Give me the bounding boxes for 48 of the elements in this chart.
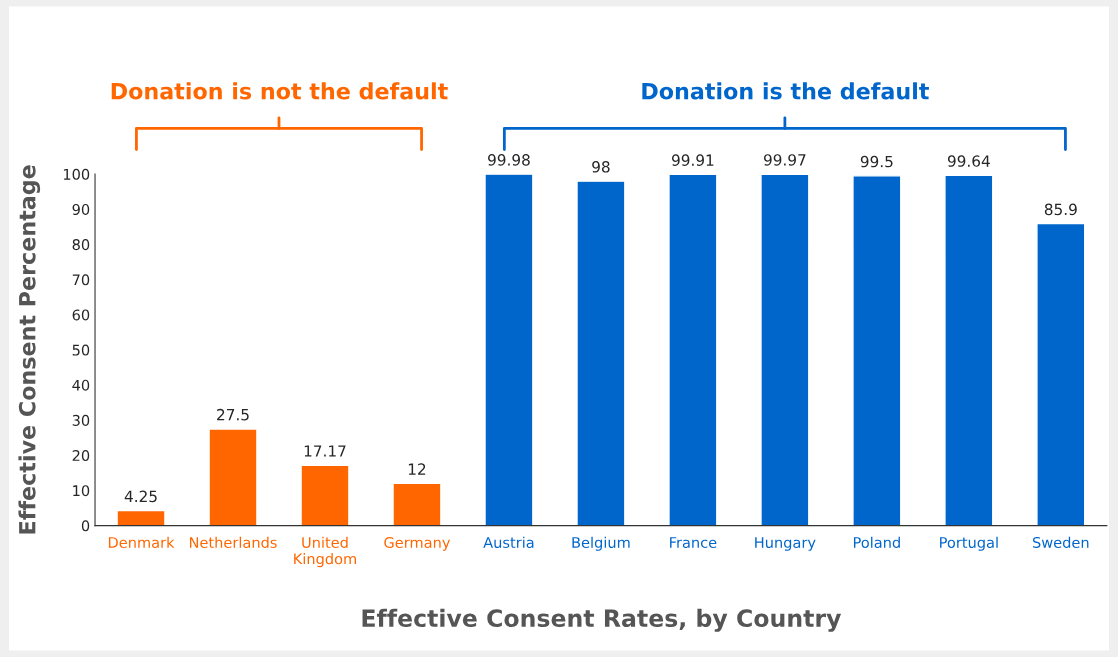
text: Donation is not the default <box>111 82 448 100</box>
data-label: 99.98 <box>488 154 530 166</box>
data-label: 99.97 <box>763 154 806 166</box>
y-tick-label: 90 <box>72 203 90 215</box>
data-label: 98 <box>592 161 610 173</box>
text: Donation is the default <box>642 82 929 100</box>
data-label: 99.91 <box>672 154 714 166</box>
bar <box>576 180 626 526</box>
data-label: 4.25 <box>124 490 157 503</box>
x-tick-label: Hungary <box>755 537 816 551</box>
x-tick-label: United Kingdom <box>294 536 356 568</box>
data-label: 85.9 <box>1044 203 1077 216</box>
bar <box>300 464 350 526</box>
y-tick-label: 10 <box>73 485 90 497</box>
y-axis-title: Effective Consent Percentage <box>18 165 41 534</box>
data-label: 99.64 <box>947 155 990 167</box>
y-tick-label: 80 <box>72 239 90 251</box>
bar <box>116 509 166 526</box>
bar <box>392 482 442 526</box>
x-tick-label: Denmark <box>108 536 175 548</box>
x-tick-label: Portugal <box>940 536 998 551</box>
y-tick-label: 30 <box>72 414 90 426</box>
x-tick-label: Belgium <box>572 536 630 551</box>
y-tick-label: 100 <box>63 168 90 180</box>
y-tick-label: 40 <box>72 379 90 391</box>
y-tick-label: 60 <box>72 309 90 321</box>
data-label: 12 <box>408 463 426 475</box>
x-tick-label: Poland <box>853 536 900 548</box>
data-label: 27.5 <box>217 408 249 421</box>
x-tick-label: Netherlands <box>189 536 277 548</box>
y-tick-label: 0 <box>81 520 90 532</box>
bar <box>484 174 534 526</box>
x-tick-label: Germany <box>384 536 451 551</box>
bar <box>668 174 718 526</box>
bar <box>944 174 994 526</box>
data-label: 99.5 <box>860 155 893 168</box>
y-tick-label: 70 <box>72 274 90 286</box>
data-label: 17.17 <box>304 445 346 457</box>
x-tick-label: Sweden <box>1032 536 1089 548</box>
bar <box>1036 222 1086 526</box>
y-tick-label: 50 <box>72 344 90 356</box>
bar <box>208 428 258 526</box>
bar <box>852 175 902 526</box>
x-tick-label: Austria <box>483 536 534 548</box>
x-axis-title: Effective Consent Rates, by Country <box>362 608 842 632</box>
bar <box>760 174 810 526</box>
y-tick-label: 20 <box>72 450 90 462</box>
x-tick-label: France <box>670 537 717 548</box>
